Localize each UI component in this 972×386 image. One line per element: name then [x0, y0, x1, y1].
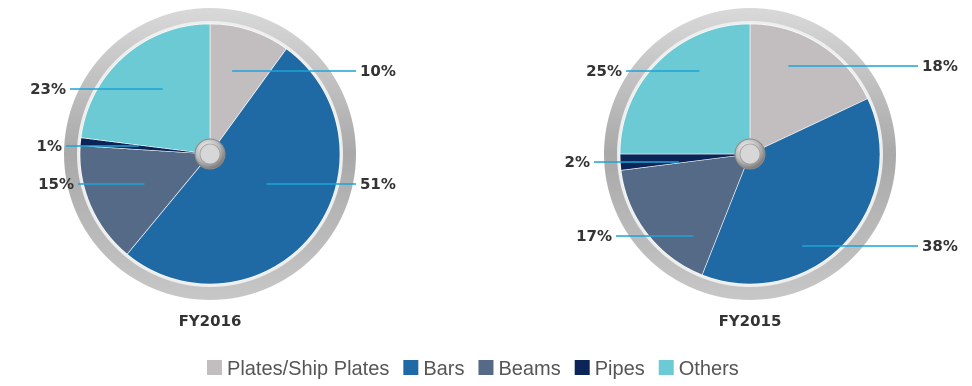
pie-center-hub-inner — [199, 143, 221, 165]
slice-bars — [701, 98, 881, 285]
data-label-plates-ship-plates: 10% — [360, 62, 396, 80]
legend-label: Plates/Ship Plates — [227, 358, 389, 380]
data-label-bars: 51% — [360, 175, 396, 193]
legend-label: Bars — [423, 358, 464, 380]
legend-label: Beams — [498, 358, 560, 380]
pie-fy2016: 10% 51% 15% 1% 23% FY2016 — [30, 8, 396, 330]
pie-center-hub-inner — [739, 143, 761, 165]
legend-item-others: Others — [658, 358, 739, 380]
pie-caption: FY2015 — [719, 312, 782, 330]
data-label-pipes: 2% — [565, 153, 590, 171]
slice-plates-ship-plates — [749, 23, 869, 155]
data-label-pipes: 1% — [37, 137, 62, 155]
data-label-plates-ship-plates: 18% — [922, 57, 958, 75]
slice-plates-ship-plates — [209, 23, 287, 155]
legend-item-pipes: Pipes — [574, 358, 645, 380]
legend-swatch — [478, 360, 494, 375]
pie-caption: FY2016 — [179, 312, 242, 330]
legend-item-plates-ship-plates: Plates/Ship Plates — [207, 358, 389, 380]
data-label-beams: 15% — [38, 175, 74, 193]
pie-fy2015: 18% 38% 17% 2% 25% FY2015 — [565, 8, 958, 330]
legend-swatch — [403, 360, 419, 375]
legend-item-beams: Beams — [478, 358, 561, 380]
legend-label: Others — [679, 358, 739, 380]
data-label-beams: 17% — [576, 227, 612, 245]
legend-swatch — [574, 360, 590, 375]
legend-swatch — [658, 360, 674, 375]
data-label-bars: 38% — [922, 237, 958, 255]
legend: Plates/Ship Plates Bars Beams Pipes Others — [207, 358, 739, 380]
legend-swatch — [207, 360, 222, 375]
slice-bars — [126, 48, 341, 285]
slice-beams — [79, 145, 211, 255]
slice-others — [619, 23, 751, 155]
data-label-others: 23% — [30, 80, 66, 98]
slice-beams — [620, 153, 751, 276]
legend-label: Pipes — [595, 358, 645, 380]
legend-item-bars: Bars — [403, 358, 464, 380]
data-label-others: 25% — [586, 62, 622, 80]
